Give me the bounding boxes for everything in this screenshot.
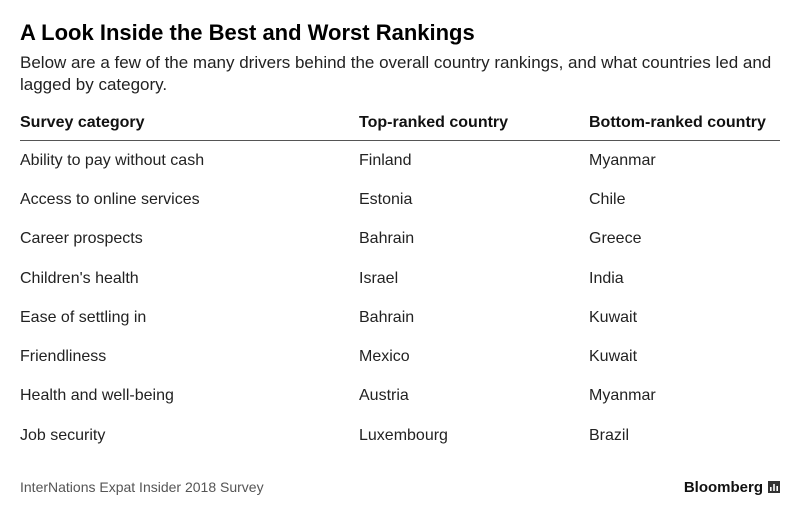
row-category: Ease of settling in bbox=[20, 308, 147, 326]
row-top-country: Austria bbox=[359, 387, 409, 405]
brand-name: Bloomberg bbox=[683, 478, 763, 496]
row-bottom-country: Myanmar bbox=[589, 387, 656, 405]
table-row: Ease of settling in Bahrain Kuwait bbox=[20, 298, 780, 337]
table-row: Children's health Israel India bbox=[20, 259, 780, 298]
row-category: Job security bbox=[20, 426, 106, 444]
row-top-country: Mexico bbox=[359, 348, 410, 366]
row-bottom-country: Myanmar bbox=[589, 151, 656, 169]
rankings-table: Survey category Top-ranked country Botto… bbox=[20, 114, 780, 455]
row-category: Career prospects bbox=[20, 230, 143, 248]
table-row: Access to online services Estonia Chile bbox=[20, 180, 780, 219]
brand-logo: Bloomberg bbox=[684, 479, 780, 496]
row-bottom-country: Chile bbox=[589, 190, 626, 208]
table-body: Ability to pay without cash Finland Myanma… bbox=[20, 141, 780, 456]
row-category: Access to online services bbox=[20, 190, 200, 208]
row-top-country: Israel bbox=[359, 269, 399, 287]
header-survey-category: Survey category bbox=[20, 114, 359, 141]
chart-title: A Look Inside the Best and Worst Ranking… bbox=[20, 20, 475, 45]
row-bottom-country: Kuwait bbox=[589, 308, 638, 326]
row-top-country: Estonia bbox=[359, 190, 413, 208]
row-category: Health and well-being bbox=[20, 387, 174, 405]
footer: InterNations Expat Insider 2018 Survey B… bbox=[20, 477, 780, 497]
row-bottom-country: Greece bbox=[589, 230, 642, 248]
table-row: Ability to pay without cash Finland Myanma… bbox=[20, 141, 780, 181]
row-category: Children's health bbox=[20, 269, 139, 287]
row-top-country: Bahrain bbox=[359, 230, 415, 248]
row-top-country: Finland bbox=[359, 151, 412, 169]
chart-container: A Look Inside the Best and Worst Ranking… bbox=[20, 18, 780, 455]
row-bottom-country: India bbox=[589, 269, 624, 287]
row-category: Ability to pay without cash bbox=[20, 151, 205, 169]
source-note: InterNations Expat Insider 2018 Survey bbox=[20, 479, 264, 495]
table-row: Friendliness Mexico Kuwait bbox=[20, 337, 780, 376]
row-category: Friendliness bbox=[20, 348, 107, 366]
table-row: Job security Luxembourg Brazil bbox=[20, 416, 780, 455]
header-bottom-ranked-country: Bottom-ranked country bbox=[589, 114, 780, 141]
row-top-country: Bahrain bbox=[359, 308, 415, 326]
header-top-ranked-country: Top-ranked country bbox=[359, 114, 589, 141]
chart-subtitle: Below are a few of the many drivers behi… bbox=[20, 53, 772, 94]
table-header-row: Survey category Top-ranked country Botto… bbox=[20, 114, 780, 141]
table-row: Health and well-being Austria Myanmar bbox=[20, 377, 780, 416]
row-bottom-country: Kuwait bbox=[589, 348, 638, 366]
row-top-country: Luxembourg bbox=[359, 426, 448, 444]
bloomberg-chart-icon bbox=[768, 481, 780, 493]
table-row: Career prospects Bahrain Greece bbox=[20, 220, 780, 259]
row-bottom-country: Brazil bbox=[589, 426, 630, 444]
